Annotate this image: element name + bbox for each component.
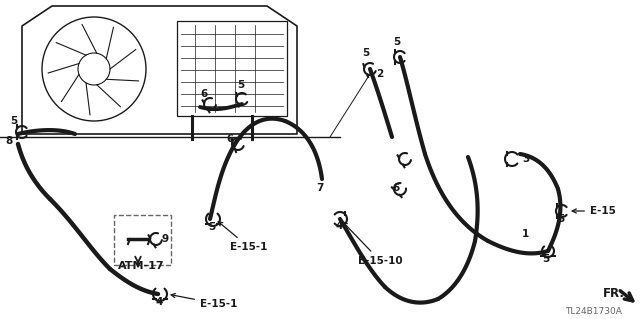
- Text: 5: 5: [10, 116, 17, 126]
- Text: 5: 5: [237, 80, 244, 90]
- Text: 6: 6: [200, 89, 207, 99]
- Text: ATM-17: ATM-17: [118, 261, 164, 271]
- Text: 4: 4: [335, 221, 342, 231]
- Text: 7: 7: [316, 183, 323, 193]
- Text: E-15-1: E-15-1: [171, 293, 237, 309]
- Text: 4: 4: [155, 297, 163, 307]
- Text: 5: 5: [208, 222, 215, 232]
- Text: 5: 5: [362, 48, 369, 58]
- Text: 5: 5: [542, 254, 549, 264]
- Text: FR.: FR.: [603, 287, 625, 300]
- Text: 6: 6: [392, 183, 399, 193]
- Text: E-15-1: E-15-1: [218, 222, 268, 252]
- Text: 2: 2: [376, 69, 383, 79]
- Text: E-15-10: E-15-10: [343, 222, 403, 266]
- Text: 6: 6: [226, 134, 233, 144]
- Text: 8: 8: [5, 136, 12, 146]
- Text: 5: 5: [393, 37, 400, 47]
- Text: 9: 9: [161, 234, 168, 244]
- Text: 3: 3: [522, 154, 529, 164]
- Text: E-15: E-15: [572, 206, 616, 216]
- Text: 1: 1: [522, 229, 529, 239]
- Text: 5: 5: [557, 214, 564, 224]
- Bar: [177, 21, 287, 116]
- Text: TL24B1730A: TL24B1730A: [565, 307, 622, 316]
